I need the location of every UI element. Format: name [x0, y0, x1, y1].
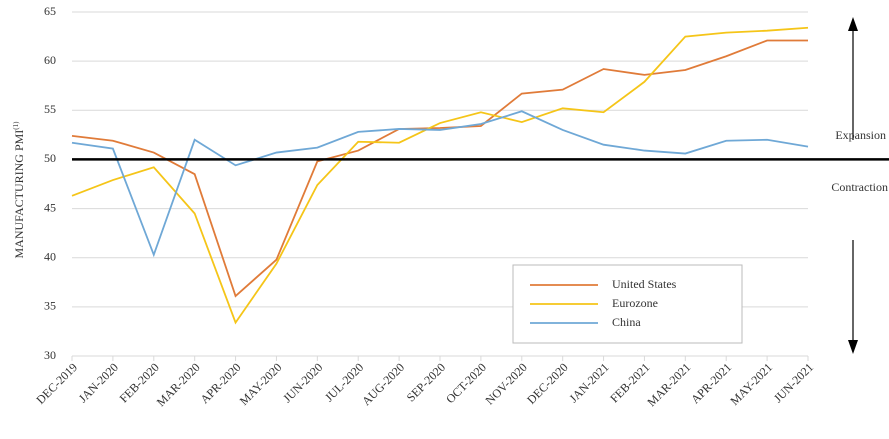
y-tick-label: 60: [44, 53, 56, 67]
legend-box: [512, 264, 743, 344]
legend-label: China: [612, 315, 641, 329]
x-tick-label: MAY-2020: [237, 360, 285, 408]
x-tick-label: JUN-2021: [771, 360, 816, 405]
contraction-label: Contraction: [831, 180, 888, 194]
x-tick-label: APR-2021: [688, 360, 734, 406]
x-tick-label: DEC-2020: [524, 360, 571, 407]
y-tick-label: 65: [44, 4, 56, 18]
series-line: [71, 110, 809, 258]
x-tick-label: JAN-2021: [566, 360, 611, 405]
y-tick-label: 40: [44, 249, 56, 263]
x-tick-label: NOV-2020: [483, 360, 530, 407]
y-axis-label-text: MANUFACTURING PMI: [12, 130, 26, 259]
series-line: [71, 26, 809, 325]
y-tick-label: 30: [44, 348, 56, 362]
x-tick-label: DEC-2019: [33, 360, 80, 407]
y-tick-label: 55: [44, 102, 56, 116]
series-line: [71, 39, 808, 298]
x-tick-label: MAR-2021: [644, 360, 693, 409]
legend-label: United States: [612, 277, 677, 291]
y-tick-label: 45: [44, 200, 56, 214]
legend-label: Eurozone: [612, 296, 658, 310]
x-tick-label: MAY-2021: [727, 360, 775, 408]
x-tick-label: SEP-2020: [404, 360, 448, 404]
x-tick-label: JUN-2020: [280, 360, 325, 405]
x-tick-label: JAN-2020: [76, 360, 121, 405]
x-tick-label: MAR-2020: [154, 360, 203, 409]
y-tick-label: 35: [44, 299, 56, 313]
x-tick-label: OCT-2020: [443, 360, 489, 406]
y-tick-label: 50: [44, 151, 56, 165]
arrow-down-head: [848, 340, 858, 354]
x-tick-label: APR-2020: [197, 360, 243, 406]
arrow-up-head: [848, 17, 858, 31]
expansion-label: Expansion: [835, 128, 886, 142]
y-axis-label-note: (1): [12, 121, 20, 130]
y-axis-label: MANUFACTURING PMI(1): [12, 121, 26, 259]
x-tick-label: AUG-2020: [359, 360, 407, 408]
